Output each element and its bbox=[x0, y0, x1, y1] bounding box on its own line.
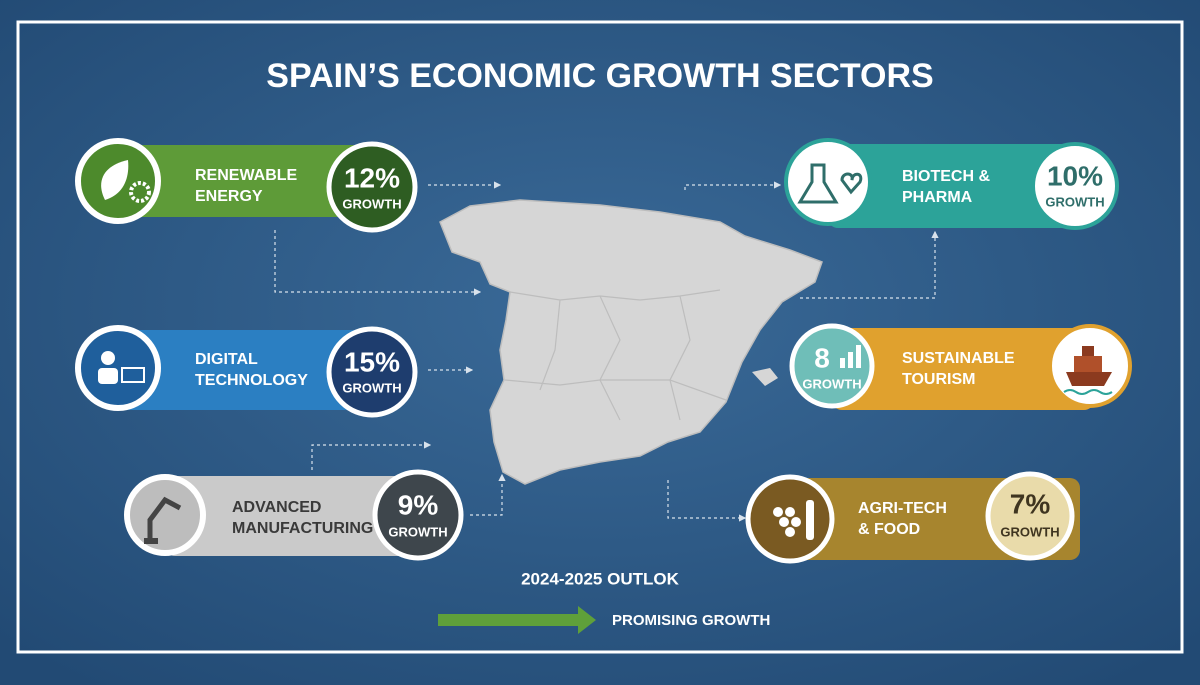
label: TOURISM bbox=[902, 371, 975, 388]
sector-renewable: RENEWABLE ENERGY 12% GROWTH bbox=[75, 138, 418, 233]
decoration bbox=[372, 469, 464, 561]
map-regions bbox=[504, 289, 727, 421]
label: 10% bbox=[1047, 160, 1103, 191]
decoration bbox=[274, 230, 482, 296]
decoration bbox=[856, 345, 861, 368]
label: DIGITAL bbox=[195, 351, 258, 368]
decoration bbox=[124, 474, 206, 556]
decoration bbox=[773, 507, 801, 537]
label: GROWTH bbox=[342, 196, 401, 211]
label: GROWTH bbox=[342, 380, 401, 395]
decoration bbox=[101, 351, 115, 365]
spain-map bbox=[439, 199, 823, 485]
label: ADVANCED bbox=[232, 499, 321, 516]
decoration bbox=[1074, 356, 1102, 372]
decoration bbox=[840, 358, 845, 368]
decoration bbox=[129, 181, 151, 203]
decoration bbox=[311, 441, 432, 470]
label: GROWTH bbox=[1045, 194, 1104, 209]
decoration bbox=[773, 507, 783, 517]
decoration bbox=[828, 144, 1088, 228]
sector-tourism: 8 GROWTH SUSTAINABLE TOURISM bbox=[789, 323, 1132, 410]
decoration bbox=[326, 141, 418, 233]
connectors bbox=[274, 181, 939, 522]
decoration bbox=[832, 328, 1094, 410]
frame bbox=[16, 20, 1184, 654]
sector-manufacturing: ADVANCED MANUFACTURING 9% GROWTH bbox=[124, 469, 464, 561]
sector-digital: DIGITAL TECHNOLOGY 15% GROWTH bbox=[75, 325, 418, 418]
decoration bbox=[684, 181, 782, 190]
growth-arrow bbox=[438, 606, 596, 634]
decoration bbox=[985, 471, 1075, 561]
decoration bbox=[1082, 346, 1094, 356]
decoration bbox=[1066, 372, 1112, 386]
decoration bbox=[791, 517, 801, 527]
label: MANUFACTURING bbox=[232, 520, 373, 537]
decoration bbox=[470, 473, 506, 516]
label: 9% bbox=[398, 489, 439, 520]
decoration bbox=[800, 230, 939, 299]
decoration bbox=[785, 507, 795, 517]
decoration bbox=[144, 538, 158, 544]
label: 12% bbox=[344, 162, 400, 193]
decoration bbox=[101, 160, 129, 200]
decoration bbox=[667, 480, 747, 522]
label: 7% bbox=[1010, 488, 1051, 519]
decoration bbox=[147, 496, 182, 540]
title: SPAIN’S ECONOMIC GROWTH SECTORS bbox=[266, 57, 933, 95]
decoration bbox=[797, 163, 839, 204]
decoration bbox=[745, 474, 835, 564]
decoration bbox=[75, 325, 161, 411]
decoration bbox=[789, 323, 875, 409]
label: BIOTECH & bbox=[902, 168, 990, 185]
label: TECHNOLOGY bbox=[195, 372, 308, 389]
label: GROWTH bbox=[802, 376, 861, 391]
balearic-islands bbox=[752, 368, 778, 386]
sector-biotech: BIOTECH & PHARMA 10% GROWTH bbox=[784, 138, 1119, 230]
decoration bbox=[840, 172, 863, 195]
label: GROWTH bbox=[1000, 524, 1059, 539]
decoration bbox=[118, 145, 398, 217]
decoration bbox=[165, 476, 430, 556]
label: SUSTAINABLE bbox=[902, 350, 1015, 367]
label: AGRI-TECH bbox=[858, 500, 947, 517]
label: ENERGY bbox=[195, 188, 263, 205]
decoration bbox=[118, 330, 398, 410]
label: 15% bbox=[344, 346, 400, 377]
label: 8 bbox=[814, 342, 830, 373]
decoration bbox=[121, 367, 145, 383]
decoration bbox=[1031, 142, 1119, 230]
decoration bbox=[326, 326, 418, 418]
decoration bbox=[848, 352, 853, 368]
outlook: 2024-2025 OUTLOK bbox=[521, 569, 680, 588]
decoration bbox=[785, 527, 795, 537]
decoration bbox=[98, 368, 118, 384]
decoration bbox=[784, 138, 872, 226]
label: & FOOD bbox=[858, 521, 920, 538]
decoration bbox=[806, 500, 814, 540]
label: RENEWABLE bbox=[195, 167, 298, 184]
decoration bbox=[1063, 389, 1113, 395]
trend: PROMISING GROWTH bbox=[612, 612, 770, 629]
label: PHARMA bbox=[902, 189, 973, 206]
sector-agri: AGRI-TECH & FOOD 7% GROWTH bbox=[745, 471, 1080, 564]
decoration bbox=[779, 517, 789, 527]
label: GROWTH bbox=[388, 524, 447, 539]
